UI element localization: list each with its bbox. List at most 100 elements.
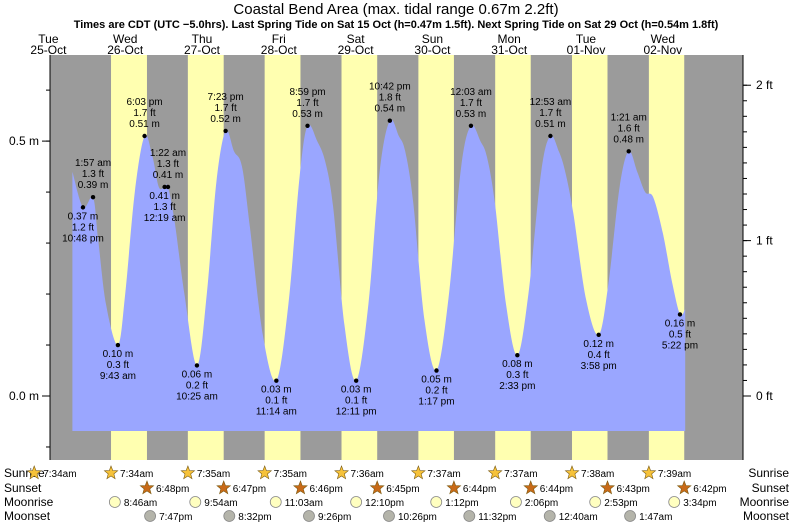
- row-time: 6:45pm: [386, 484, 419, 495]
- moonrise-icon: [589, 496, 602, 508]
- tide-point-high: [626, 149, 631, 154]
- tide-label-low: 0.37 m: [68, 211, 99, 222]
- moonrise-icon: [668, 496, 681, 508]
- moonrise-icon: [269, 496, 282, 508]
- sunset-icon: [292, 480, 308, 495]
- tide-label-low: 12:11 pm: [336, 407, 377, 418]
- tide-label-low: 0.08 m: [502, 359, 533, 370]
- tide-label-high: 0.54 m: [375, 104, 406, 115]
- row-time: 8:46am: [124, 498, 157, 509]
- tide-label-low: 1:17 pm: [418, 397, 454, 408]
- moonset-icon: [463, 510, 476, 522]
- tide-label-low: 0.41 m: [149, 191, 180, 202]
- day-date: 25-Oct: [30, 43, 67, 57]
- row-time: 8:32pm: [238, 512, 271, 523]
- row-time: 7:34am: [43, 469, 76, 480]
- tide-label-high: 0.51 m: [129, 119, 160, 130]
- left-tick-label: 0.5 m: [9, 134, 39, 148]
- tide-point-high: [90, 194, 96, 200]
- tide-label-high: 1:22 am: [150, 148, 186, 159]
- tide-label-low: 12:19 am: [144, 213, 186, 224]
- tide-label-high: 6:03 pm: [126, 97, 162, 108]
- day-date: 31-Oct: [491, 43, 528, 57]
- tide-curve: [72, 119, 686, 431]
- tide-label-high: 0.48 m: [613, 134, 644, 145]
- day-of-week: Thu: [192, 32, 213, 46]
- sunset-icon: [446, 480, 462, 495]
- row-time: 6:42pm: [693, 484, 726, 495]
- tide-label-low: 0.06 m: [182, 369, 213, 380]
- tide-label-high: 7:23 pm: [208, 92, 244, 103]
- chart-axes: 0.0 m 0.5 m 0 ft 1 ft 2 ft: [9, 55, 773, 460]
- tide-label-low: 0.05 m: [421, 375, 452, 386]
- tide-label-low: 0.16 m: [665, 318, 696, 329]
- tide-label-high: 8:59 pm: [289, 87, 325, 98]
- moonset-icon: [624, 510, 636, 522]
- day-date: 01-Nov: [567, 43, 606, 57]
- row-time: 6:44pm: [463, 484, 496, 495]
- chart-subtitle: Times are CDT (UTC −5.0hrs). Last Spring…: [74, 19, 719, 31]
- tide-label-high: 10:42 pm: [369, 82, 411, 93]
- tide-point-high: [223, 128, 228, 134]
- row-label-left: Moonset: [4, 509, 51, 523]
- moonset-icon: [543, 510, 556, 522]
- moonset-icon: [223, 510, 236, 522]
- row-time: 6:48pm: [156, 484, 189, 495]
- day-of-week: Sun: [422, 32, 443, 46]
- tide-point-high: [142, 133, 147, 139]
- row-time: 7:47pm: [159, 512, 192, 523]
- day-date: 26-Oct: [107, 43, 144, 57]
- moonrise-icon: [510, 496, 522, 508]
- chart-title: Coastal Bend Area (max. tidal range 0.67…: [233, 1, 558, 18]
- right-tick-label: 0 ft: [756, 389, 773, 403]
- tide-point-low: [596, 332, 601, 338]
- sunset-icon: [599, 480, 616, 495]
- sunset-icon: [216, 480, 232, 495]
- row-time: 7:34am: [120, 469, 153, 480]
- day-of-week: Tue: [576, 32, 597, 46]
- tide-label-high: 1.7 ft: [214, 103, 236, 114]
- row-time: 7:37am: [504, 469, 537, 480]
- tide-point-high: [548, 133, 553, 139]
- day-date: 27-Oct: [184, 43, 221, 57]
- moonrise-icon: [350, 496, 363, 508]
- tide-point-low: [162, 184, 167, 190]
- tide-label-high: 12:53 am: [530, 97, 572, 108]
- tide-label-high: 0.53 m: [456, 109, 487, 120]
- tide-label-high: 0.39 m: [78, 180, 109, 191]
- tide-label-low: 0.10 m: [103, 349, 134, 360]
- row-label-right: Sunset: [752, 481, 790, 495]
- right-tick-label: 2 ft: [756, 78, 773, 92]
- day-date: 29-Oct: [338, 43, 375, 57]
- row-label-left: Moonrise: [4, 495, 54, 509]
- tide-point-high: [305, 123, 310, 129]
- sun-icon: [410, 465, 426, 480]
- day-of-week: Tue: [38, 32, 59, 46]
- tide-label-high: 1:57 am: [75, 158, 111, 169]
- tide-point-high: [468, 123, 474, 129]
- tide-label-low: 0.1 ft: [265, 396, 287, 407]
- row-time: 12:10pm: [365, 498, 404, 509]
- tide-label-high: 1.7 ft: [133, 108, 155, 119]
- tide-label-low: 0.2 ft: [186, 380, 208, 391]
- tide-label-low: 0.12 m: [583, 339, 614, 350]
- tide-label-high: 1.7 ft: [296, 98, 318, 109]
- day-of-week: Fri: [272, 32, 286, 46]
- tide-label-low: 0.2 ft: [425, 386, 447, 397]
- day-of-week: Wed: [113, 32, 137, 46]
- row-time: 9:54am: [204, 498, 237, 509]
- row-label-right: Sunrise: [748, 466, 789, 480]
- tide-label-low: 0.3 ft: [506, 370, 528, 381]
- tide-point-high: [387, 118, 393, 123]
- moonrise-icon: [108, 496, 121, 508]
- row-time: 7:36am: [351, 469, 384, 480]
- day-headers: Tue25-OctWed26-OctThu27-OctFri28-OctSat2…: [30, 32, 682, 57]
- tide-label-low: 1.3 ft: [153, 202, 175, 213]
- day-of-week: Sat: [347, 32, 366, 46]
- row-time: 7:39am: [658, 469, 691, 480]
- tide-label-high: 1.3 ft: [82, 169, 104, 180]
- sun-icon: [26, 465, 42, 480]
- sunset-icon: [676, 480, 692, 495]
- row-label-right: Moonset: [743, 509, 790, 523]
